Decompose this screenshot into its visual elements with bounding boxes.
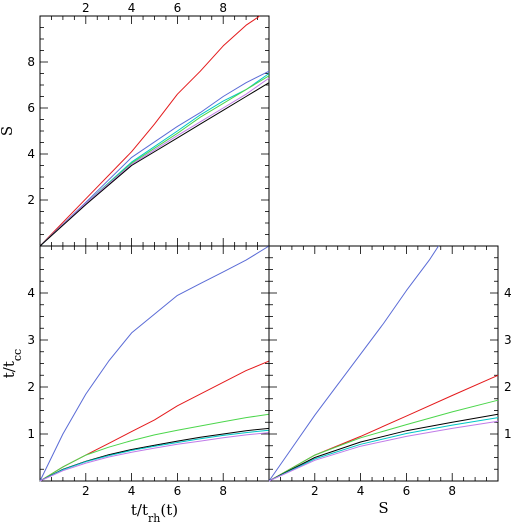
bottom-right-series-4 xyxy=(268,413,499,482)
bottom-left-xlabel: t/trh(t) xyxy=(131,501,178,522)
bottom-right-ytick-label: 3 xyxy=(504,333,512,347)
top-left-series-3 xyxy=(39,73,270,247)
bottom-left-ylabel: t/tcc xyxy=(0,349,24,378)
top-left-ytick-label: 6 xyxy=(27,101,35,115)
bottom-right-series-1 xyxy=(268,245,439,482)
bottom-left-ytick-label: 3 xyxy=(27,333,35,347)
top-left-series-6 xyxy=(39,82,270,247)
bottom-left-ytick-label: 4 xyxy=(27,286,35,300)
top-left-ytick-label: 8 xyxy=(27,55,35,69)
bottom-left-xtick-label: 2 xyxy=(82,484,90,498)
bottom-left-series-5 xyxy=(39,429,270,482)
panel-top-left: 2 4 6 8 2 4 6 8 S xyxy=(0,1,270,247)
bottom-left-ytick-label: 1 xyxy=(27,427,35,441)
bottom-right-xtick-label: 8 xyxy=(448,484,456,498)
bottom-right-series-5 xyxy=(268,417,499,482)
bottom-left-xtick-label: 8 xyxy=(219,484,227,498)
top-left-ytick-label: 4 xyxy=(27,147,35,161)
top-left-ylabel: S xyxy=(0,126,16,136)
bottom-left-series-1 xyxy=(39,245,270,482)
bottom-right-xtick-label: 2 xyxy=(311,484,319,498)
bottom-right-series-3 xyxy=(268,399,499,482)
bottom-right-frame xyxy=(268,245,499,482)
bottom-right-ytick-label: 2 xyxy=(504,380,512,394)
top-left-series-1 xyxy=(39,15,261,247)
bottom-right-series-6 xyxy=(268,420,499,482)
top-left-frame xyxy=(39,15,270,247)
top-left-xtick-label: 2 xyxy=(82,1,90,15)
top-left-ytick-label: 2 xyxy=(27,193,35,207)
bottom-right-xlabel: S xyxy=(378,499,388,517)
bottom-left-series-6 xyxy=(39,432,270,482)
bottom-right-xtick-label: 6 xyxy=(403,484,411,498)
top-left-series-5 xyxy=(39,77,270,247)
top-left-xtick-label: 4 xyxy=(128,1,136,15)
bottom-right-xtick-label: 4 xyxy=(357,484,365,498)
top-left-xtick-label: 8 xyxy=(219,1,227,15)
bottom-left-series-3 xyxy=(39,413,270,482)
bottom-left-series-2 xyxy=(39,360,270,482)
panel-bottom-left: 2 4 6 8 1 2 3 4 t/tcc t/trh(t) xyxy=(0,245,270,522)
bottom-left-ytick-label: 2 xyxy=(27,380,35,394)
bottom-left-xtick-label: 4 xyxy=(128,484,136,498)
bottom-right-ytick-label: 1 xyxy=(504,427,512,441)
top-left-xtick-label: 6 xyxy=(174,1,182,15)
bottom-right-ytick-label: 4 xyxy=(504,286,512,300)
top-left-series-2 xyxy=(39,70,270,247)
bottom-left-xtick-label: 6 xyxy=(174,484,182,498)
